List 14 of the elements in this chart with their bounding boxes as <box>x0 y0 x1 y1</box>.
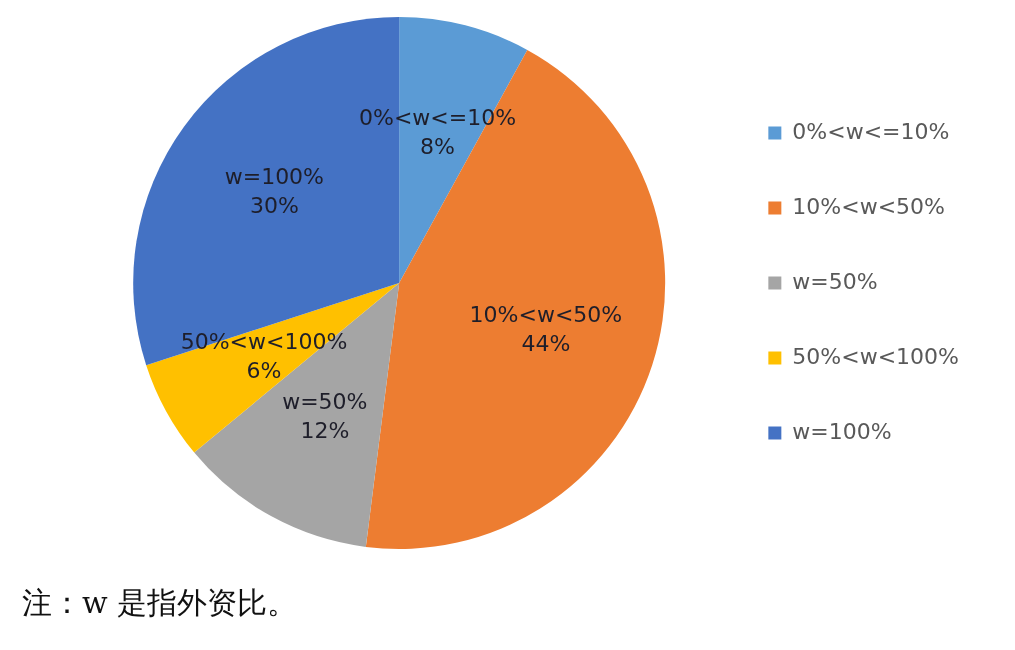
legend-label: w=50% <box>792 268 878 294</box>
text: 注：w 是指外资比。 <box>22 584 298 622</box>
data-label: 44% <box>521 330 571 356</box>
legend-label: 10%<w<50% <box>792 193 946 219</box>
slice-label: 10%<w<50% <box>469 301 623 327</box>
data-label: 30% <box>249 192 299 218</box>
data-label: 8% <box>420 133 455 159</box>
data-label: 12% <box>300 418 350 444</box>
data-label: 6% <box>246 357 282 383</box>
legend-label: 50%<w<100% <box>792 343 959 369</box>
legend-label: w=100% <box>792 418 892 444</box>
slice-label: w=100% <box>224 163 325 189</box>
legend-label: 0%<w<=10% <box>792 118 950 144</box>
slice-label: w=50% <box>282 389 368 415</box>
